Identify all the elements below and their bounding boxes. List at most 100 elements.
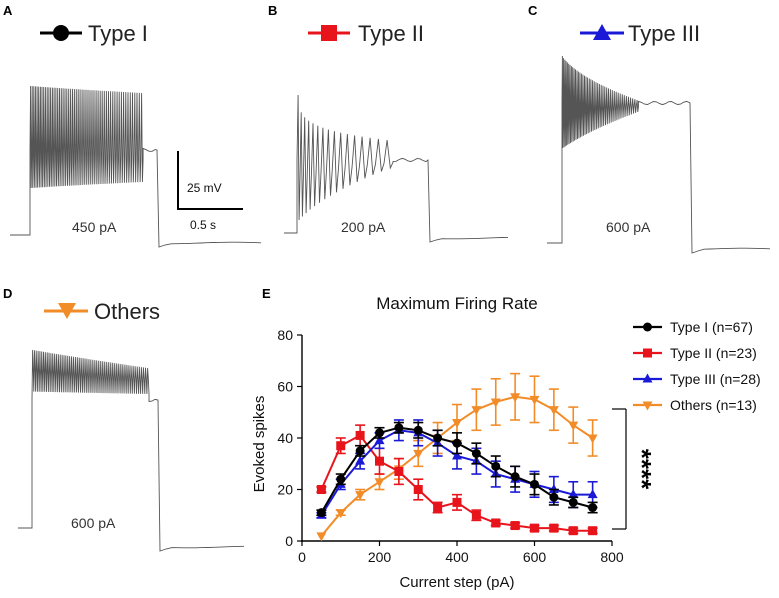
data-point <box>510 393 521 403</box>
panel-d-legend-marker <box>44 303 88 319</box>
data-point <box>548 484 559 493</box>
legend-marker <box>642 401 653 411</box>
data-point <box>433 433 443 443</box>
panel-b-legend-marker <box>308 25 350 41</box>
data-point <box>491 518 501 528</box>
data-point <box>452 497 462 507</box>
data-point <box>452 419 462 429</box>
data-point <box>510 521 520 531</box>
legend-marker <box>643 322 652 332</box>
legend-entry: Others (n=13) <box>633 397 757 413</box>
y-tick-label: 20 <box>277 482 293 498</box>
trace-b <box>284 94 509 243</box>
data-point <box>471 406 482 416</box>
legend-label: Type I (n=67) <box>670 319 753 335</box>
y-tick-label: 0 <box>285 533 293 549</box>
data-point <box>568 489 579 499</box>
data-point <box>413 449 424 459</box>
data-point <box>491 461 501 471</box>
legend-label: Others (n=13) <box>670 397 757 413</box>
significance-stars: **** <box>627 449 657 490</box>
panel-a-current: 450 pA <box>72 219 117 235</box>
panel-a-legend-marker <box>40 25 82 41</box>
data-point <box>355 430 365 440</box>
trace-a <box>10 85 262 248</box>
x-axis-label: Current step (pA) <box>399 574 514 591</box>
scale-bar-voltage: 25 mV <box>187 181 222 195</box>
data-point <box>413 485 423 494</box>
data-point <box>336 441 346 451</box>
data-point <box>588 526 598 536</box>
data-point <box>568 497 578 507</box>
trace-d <box>18 349 245 552</box>
y-axis-label: Evoked spikes <box>251 396 268 493</box>
panel-b-type-label: Type II <box>358 21 424 46</box>
x-tick-label: 0 <box>298 549 306 565</box>
data-point <box>355 455 366 465</box>
data-point <box>587 489 598 499</box>
data-point <box>355 491 366 501</box>
panel-b-letter: B <box>268 3 277 18</box>
trace-c <box>547 55 771 254</box>
data-point <box>471 448 481 458</box>
legend-marker <box>643 348 652 358</box>
data-point <box>355 446 365 456</box>
chart-title: Maximum Firing Rate <box>376 294 538 313</box>
data-point <box>587 434 598 444</box>
x-tick-label: 200 <box>368 549 392 565</box>
data-point <box>375 456 384 466</box>
data-point <box>336 474 346 484</box>
legend-entry: Type II (n=23) <box>633 345 757 361</box>
data-point <box>549 523 559 533</box>
panel-a: A Type I 450 pA 25 mV 0.5 s <box>3 3 262 248</box>
legend-entry: Type III (n=28) <box>633 371 761 387</box>
data-point <box>548 406 559 416</box>
panel-c-letter: C <box>528 3 538 18</box>
data-point <box>394 466 404 476</box>
scale-bar-time: 0.5 s <box>190 218 216 232</box>
data-point <box>413 425 423 435</box>
data-point <box>335 509 346 519</box>
data-point <box>433 503 443 513</box>
panel-c: C Type III 600 pA <box>528 3 771 254</box>
data-point <box>490 398 501 408</box>
data-point <box>530 479 539 489</box>
panel-a-letter: A <box>3 3 13 18</box>
series-type-i <box>316 421 598 518</box>
legend-marker <box>642 373 653 383</box>
x-tick-label: 600 <box>523 549 547 565</box>
x-tick-label: 400 <box>445 549 469 565</box>
data-point <box>568 526 578 536</box>
y-tick-label: 80 <box>277 327 293 343</box>
panel-d-current: 600 pA <box>71 515 116 531</box>
data-point <box>375 428 384 438</box>
panel-c-type-label: Type III <box>628 21 700 46</box>
y-tick-label: 40 <box>277 430 293 446</box>
panel-b: B Type II 200 pA <box>268 3 509 243</box>
panel-b-current: 200 pA <box>341 219 386 235</box>
legend-label: Type II (n=23) <box>670 345 757 361</box>
data-point <box>510 472 520 482</box>
data-point <box>374 435 385 445</box>
data-point <box>316 508 326 518</box>
panel-d-type-label: Others <box>94 299 160 324</box>
data-point <box>471 510 481 520</box>
data-point <box>374 478 385 488</box>
data-point <box>549 492 559 502</box>
data-point <box>568 421 579 431</box>
scale-bar: 25 mV 0.5 s <box>177 151 243 232</box>
data-point <box>316 485 326 494</box>
significance-bracket <box>612 408 627 530</box>
data-point <box>452 438 462 448</box>
data-point <box>316 532 327 542</box>
x-tick-label: 800 <box>600 549 624 565</box>
legend-entry: Type I (n=67) <box>633 319 753 335</box>
data-point <box>452 450 462 460</box>
panel-d: D Others 600 pA <box>3 286 245 552</box>
data-point <box>529 395 540 405</box>
panel-c-legend-marker <box>580 24 624 40</box>
panel-e-letter: E <box>262 286 271 301</box>
panel-a-type-label: Type I <box>88 21 148 46</box>
